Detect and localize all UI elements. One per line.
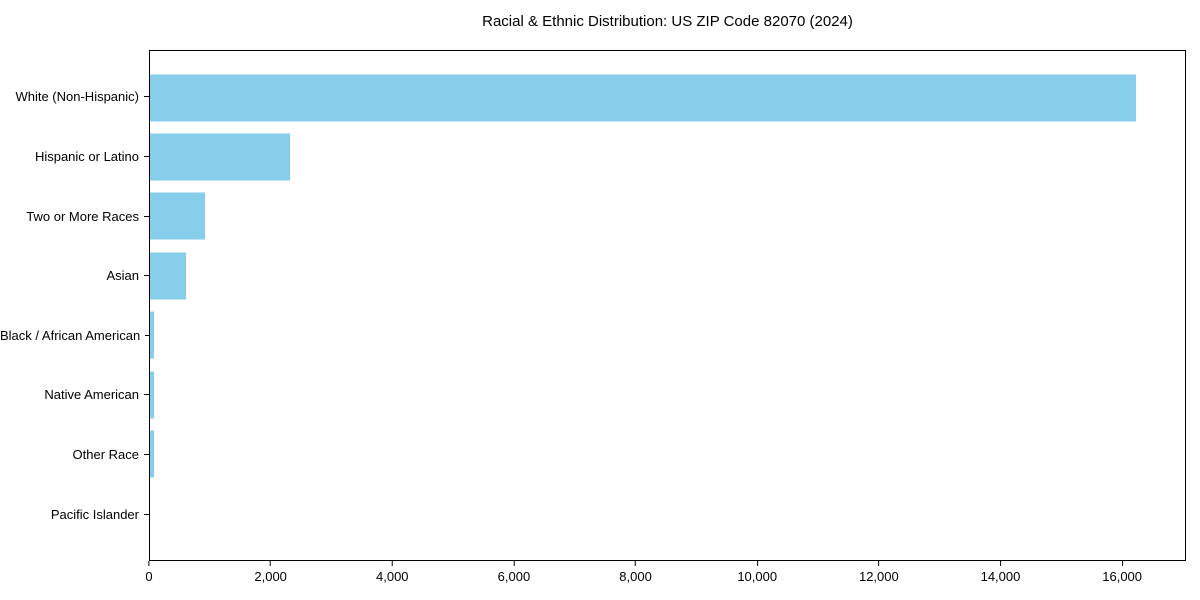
category-label: Black / African American: [0, 327, 141, 343]
x-tick-label: 16,000: [1102, 569, 1143, 584]
bar: [150, 192, 206, 240]
y-tick-mark: [144, 275, 149, 277]
plot-area-rows: [150, 51, 1185, 560]
x-tick-label: 0: [145, 569, 153, 584]
x-tick: 10,000: [737, 561, 777, 584]
x-tick: 16,000: [1102, 561, 1142, 584]
y-label-cell: Native American: [0, 365, 149, 425]
bar: [150, 371, 154, 419]
y-label-cell: Pacific Islander: [0, 484, 149, 544]
category-label: Pacific Islander: [50, 506, 139, 522]
x-tick-mark: [1121, 561, 1123, 566]
category-label: Other Race: [72, 447, 139, 463]
category-label: Hispanic or Latino: [34, 148, 139, 164]
bar-row: [150, 365, 1185, 424]
y-tick-mark: [144, 215, 149, 217]
x-tick: 8,000: [619, 561, 652, 584]
x-tick-mark: [148, 561, 150, 566]
x-tick-label: 14,000: [980, 569, 1021, 584]
x-tick-mark: [999, 561, 1001, 566]
y-label-cell: Hispanic or Latino: [0, 127, 149, 187]
x-tick: 6,000: [497, 561, 531, 584]
x-tick: 12,000: [859, 561, 899, 584]
category-label: Native American: [44, 387, 139, 403]
y-tick-mark: [144, 96, 149, 98]
y-tick-mark: [144, 394, 149, 396]
x-tick-mark: [878, 561, 880, 566]
bar-row: [150, 484, 1185, 543]
bar-row: [150, 127, 1185, 186]
bar-row: [150, 306, 1185, 365]
category-label: White (Non-Hispanic): [15, 89, 139, 105]
category-label: Asian: [106, 268, 139, 284]
x-tick-mark: [635, 561, 637, 566]
bar: [150, 252, 187, 300]
x-tick-mark: [391, 561, 393, 566]
y-tick-mark: [145, 334, 149, 336]
y-axis-labels: White (Non-Hispanic) Hispanic or Latino Tw…: [0, 50, 149, 561]
x-tick: 14,000: [980, 561, 1021, 584]
bar: [150, 133, 290, 181]
chart-title: Racial & Ethnic Distribution: US ZIP Cod…: [482, 13, 853, 30]
x-tick-label: 4,000: [376, 569, 409, 584]
y-label-cell: White (Non-Hispanic): [0, 67, 149, 127]
plot-area: [149, 50, 1186, 561]
x-tick-label: 12,000: [858, 569, 899, 584]
x-tick-mark: [270, 561, 272, 566]
bar-row: [150, 424, 1185, 483]
bar: [150, 430, 154, 478]
bar-row: [150, 246, 1185, 305]
x-tick: 0: [145, 561, 153, 584]
y-tick-mark: [144, 454, 149, 456]
bar: [150, 311, 154, 359]
category-label: Two or More Races: [26, 208, 139, 224]
x-tick-label: 10,000: [737, 569, 778, 584]
y-tick-mark: [144, 513, 149, 515]
x-tick-label: 6,000: [497, 569, 531, 584]
y-tick-mark: [144, 155, 149, 157]
x-tick-label: 2,000: [254, 569, 287, 584]
x-tick-mark: [513, 561, 515, 566]
y-label-cell: Black / African American: [0, 306, 149, 366]
bar-row: [150, 187, 1185, 246]
y-label-cell: Asian: [0, 246, 149, 306]
x-tick-mark: [756, 561, 758, 566]
bar-row: [150, 68, 1185, 127]
x-axis: 0 2,000 4,000 6,000 8,000 10,000 12,000 14,000 1…: [145, 561, 1186, 595]
x-tick: 4,000: [376, 561, 409, 584]
x-tick: 2,000: [254, 561, 287, 584]
bar: [150, 74, 1137, 122]
y-label-cell: Two or More Races: [0, 186, 149, 246]
y-label-cell: Other Race: [0, 425, 149, 485]
x-tick-label: 8,000: [619, 569, 652, 584]
